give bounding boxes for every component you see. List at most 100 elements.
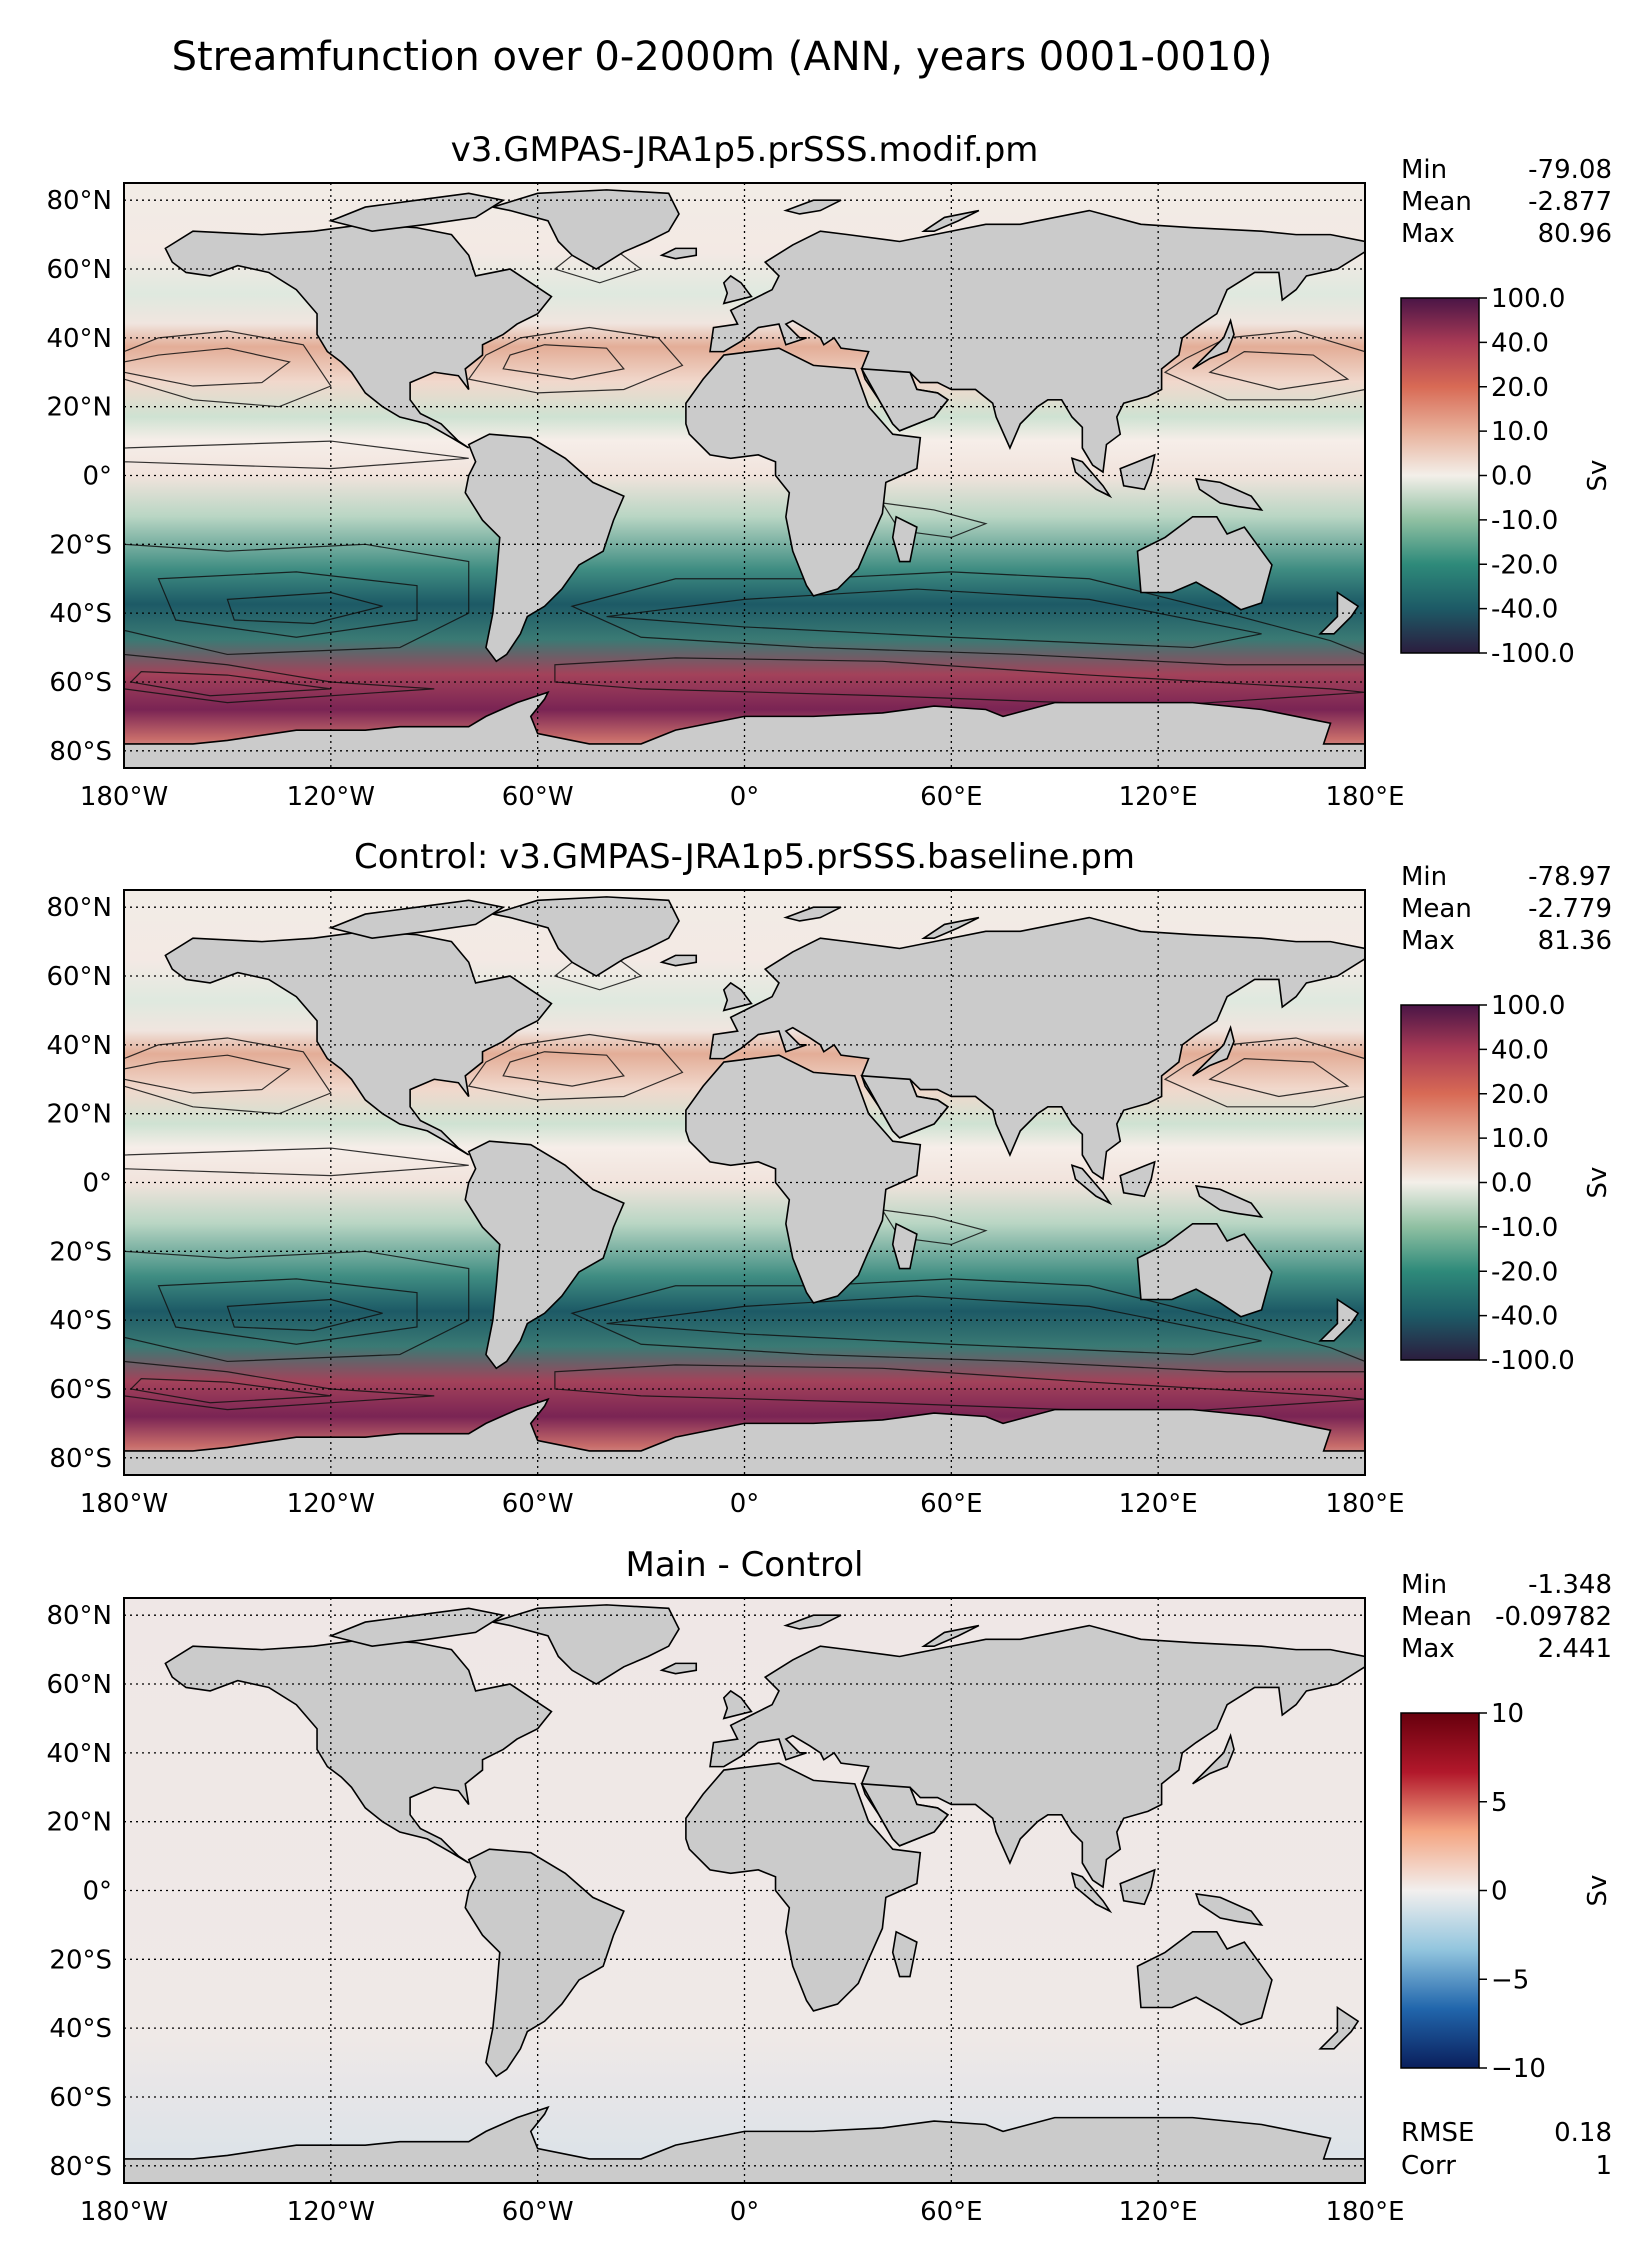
y-tick-label: 0° <box>82 462 112 492</box>
y-tick-label: 20°N <box>46 1100 112 1130</box>
land-greenland <box>492 189 680 270</box>
contour-line <box>226 591 383 625</box>
contour-line <box>124 1360 435 1411</box>
land-australia <box>1136 515 1273 611</box>
stat-value: 0.18 <box>1554 2118 1612 2148</box>
colorbar-tick-label: 100.0 <box>1491 991 1565 1021</box>
y-tick-label: 20°S <box>49 530 112 560</box>
y-tick-label: 60°S <box>49 668 112 698</box>
contour-line <box>129 671 331 697</box>
colorbar-tick-label: -40.0 <box>1491 1302 1558 1332</box>
stat-value: 81.36 <box>1538 926 1612 956</box>
figure-title: Streamfunction over 0-2000m (ANN, years … <box>172 34 1273 80</box>
x-tick-label: 60°W <box>502 1489 574 1519</box>
colorbar-tick-label: -10.0 <box>1491 1213 1558 1243</box>
x-tick-label: 0° <box>730 782 760 812</box>
land-borneo <box>1119 1160 1156 1198</box>
land-new-guinea <box>1194 1892 1264 1926</box>
x-tick-label: 180°E <box>1325 782 1404 812</box>
x-tick-label: 120°E <box>1119 782 1198 812</box>
stat-label: Max <box>1401 219 1455 249</box>
y-tick-label: 20°S <box>49 1237 112 1267</box>
y-tick-label: 80°S <box>49 737 112 767</box>
contour-line <box>129 1378 331 1404</box>
gridlines <box>124 1598 1365 2183</box>
colorbar <box>1400 1004 1480 1361</box>
land-south-america <box>464 1848 625 2078</box>
contour-line <box>606 588 1262 649</box>
panel-title: Main - Control <box>626 1545 864 1585</box>
land-madagascar <box>891 515 918 563</box>
x-tick-label: 180°E <box>1325 1489 1404 1519</box>
land-japan <box>1192 1733 1235 1785</box>
y-tick-label: 80°N <box>46 1601 112 1631</box>
x-tick-label: 180°W <box>80 1489 168 1519</box>
land-japan <box>1192 1025 1235 1077</box>
x-tick-label: 60°W <box>502 782 574 812</box>
gridlines <box>124 890 1365 1475</box>
y-tick-label: 40°N <box>46 1031 112 1061</box>
colorbar-tick-label: 0.0 <box>1491 462 1532 492</box>
contour-line <box>1208 1058 1350 1098</box>
contour-line <box>124 1037 332 1115</box>
land-british-isles <box>722 981 753 1012</box>
x-tick-label: 60°E <box>920 2197 983 2227</box>
y-tick-label: 40°N <box>46 1739 112 1769</box>
y-tick-label: 40°S <box>49 2014 112 2044</box>
map-frame <box>123 1597 1366 2184</box>
land-sumatra <box>1070 457 1113 499</box>
y-tick-label: 0° <box>82 1169 112 1199</box>
land-new-guinea <box>1194 477 1264 511</box>
colorbar-tick-label: 10.0 <box>1491 1124 1549 1154</box>
land-australia <box>1136 1222 1273 1318</box>
colorbar <box>1400 1712 1480 2069</box>
stat-value: -0.09782 <box>1495 1602 1612 1632</box>
contour-line <box>606 1295 1262 1356</box>
x-tick-label: 120°E <box>1119 1489 1198 1519</box>
land-new-zealand <box>1318 591 1360 635</box>
colorbar-tick-label: -40.0 <box>1491 595 1558 625</box>
contour-line <box>554 1364 1365 1414</box>
stat-value: -2.877 <box>1528 187 1612 217</box>
contour-line <box>157 1278 418 1345</box>
x-tick-label: 60°W <box>502 2197 574 2227</box>
colorbar-tick-label: 20.0 <box>1491 373 1549 403</box>
stat-value: 2.441 <box>1538 1634 1612 1664</box>
land-iceland <box>659 1662 698 1675</box>
land-greenland <box>492 1604 680 1685</box>
colorbar <box>1400 297 1480 654</box>
contour-line <box>157 571 418 638</box>
x-tick-label: 120°W <box>287 782 375 812</box>
y-tick-label: 80°N <box>46 186 112 216</box>
land-borneo <box>1119 453 1156 491</box>
land-south-america <box>464 1140 625 1370</box>
contour-line <box>1163 1037 1365 1108</box>
colorbar-tick-label: 5 <box>1491 1788 1508 1818</box>
land-british-isles <box>722 274 753 305</box>
panel-3: Main - Control 80°N 60°N 40°N 20°N 0° 20°S 40°S… <box>46 1545 1613 2227</box>
contour-line <box>124 347 291 387</box>
land-australia <box>1136 1930 1273 2026</box>
land-africa <box>685 1054 922 1304</box>
colorbar-tick-label: -100.0 <box>1491 639 1575 669</box>
stat-label: RMSE <box>1401 2118 1474 2148</box>
land-africa <box>685 1762 922 2012</box>
colorbar-tick-label: 0 <box>1491 1877 1508 1907</box>
land-sumatra <box>1070 1164 1113 1206</box>
contour-line <box>553 954 643 991</box>
panel-2: Control: v3.GMPAS-JRA1p5.prSSS.baseline.… <box>46 837 1613 1519</box>
colorbar-tick-label: -20.0 <box>1491 550 1558 580</box>
contour-line <box>502 344 625 380</box>
panel-1: v3.GMPAS-JRA1p5.prSSS.modif.pm 80°N 60°N 40… <box>46 130 1613 812</box>
colorbar-tick-label: 40.0 <box>1491 328 1549 358</box>
land-greenland <box>492 896 680 977</box>
y-tick-label: 40°S <box>49 1306 112 1336</box>
land-arabia-fill <box>860 367 950 432</box>
stat-label: Min <box>1401 862 1447 892</box>
y-tick-label: 20°N <box>46 1808 112 1838</box>
stat-label: Corr <box>1401 2151 1456 2181</box>
colorbar-tick-label: −5 <box>1491 1965 1529 1995</box>
gridlines <box>124 183 1365 768</box>
x-tick-label: 120°W <box>287 1489 375 1519</box>
land-eurasia <box>709 1624 1365 1889</box>
